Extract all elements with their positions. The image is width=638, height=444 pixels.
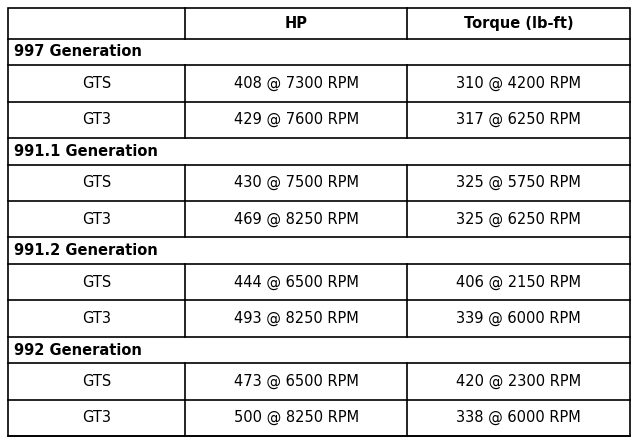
Text: 325 @ 6250 RPM: 325 @ 6250 RPM [456,211,581,227]
Text: 991.2 Generation: 991.2 Generation [14,243,158,258]
Text: 310 @ 4200 RPM: 310 @ 4200 RPM [456,76,581,91]
Text: GTS: GTS [82,76,111,91]
Text: 473 @ 6500 RPM: 473 @ 6500 RPM [234,374,359,389]
Text: GT3: GT3 [82,311,111,326]
Text: 339 @ 6000 RPM: 339 @ 6000 RPM [456,311,581,326]
Text: GTS: GTS [82,275,111,289]
Text: 408 @ 7300 RPM: 408 @ 7300 RPM [234,76,359,91]
Text: 317 @ 6250 RPM: 317 @ 6250 RPM [456,112,581,127]
Text: 500 @ 8250 RPM: 500 @ 8250 RPM [234,410,359,425]
Text: 493 @ 8250 RPM: 493 @ 8250 RPM [234,311,359,326]
Text: 420 @ 2300 RPM: 420 @ 2300 RPM [456,374,581,389]
Text: 338 @ 6000 RPM: 338 @ 6000 RPM [456,410,581,425]
Text: GT3: GT3 [82,112,111,127]
Text: 444 @ 6500 RPM: 444 @ 6500 RPM [234,274,359,290]
Text: 406 @ 2150 RPM: 406 @ 2150 RPM [456,274,581,290]
Text: GTS: GTS [82,374,111,389]
Text: 429 @ 7600 RPM: 429 @ 7600 RPM [234,112,359,127]
Text: 469 @ 8250 RPM: 469 @ 8250 RPM [234,211,359,227]
Text: 325 @ 5750 RPM: 325 @ 5750 RPM [456,175,581,190]
Text: 992 Generation: 992 Generation [14,342,142,357]
Text: GTS: GTS [82,175,111,190]
Text: GT3: GT3 [82,410,111,425]
Text: 430 @ 7500 RPM: 430 @ 7500 RPM [234,175,359,190]
Text: 997 Generation: 997 Generation [14,44,142,59]
Text: GT3: GT3 [82,212,111,226]
Text: HP: HP [285,16,308,31]
Text: 991.1 Generation: 991.1 Generation [14,144,158,159]
Text: Torque (lb-ft): Torque (lb-ft) [464,16,574,31]
